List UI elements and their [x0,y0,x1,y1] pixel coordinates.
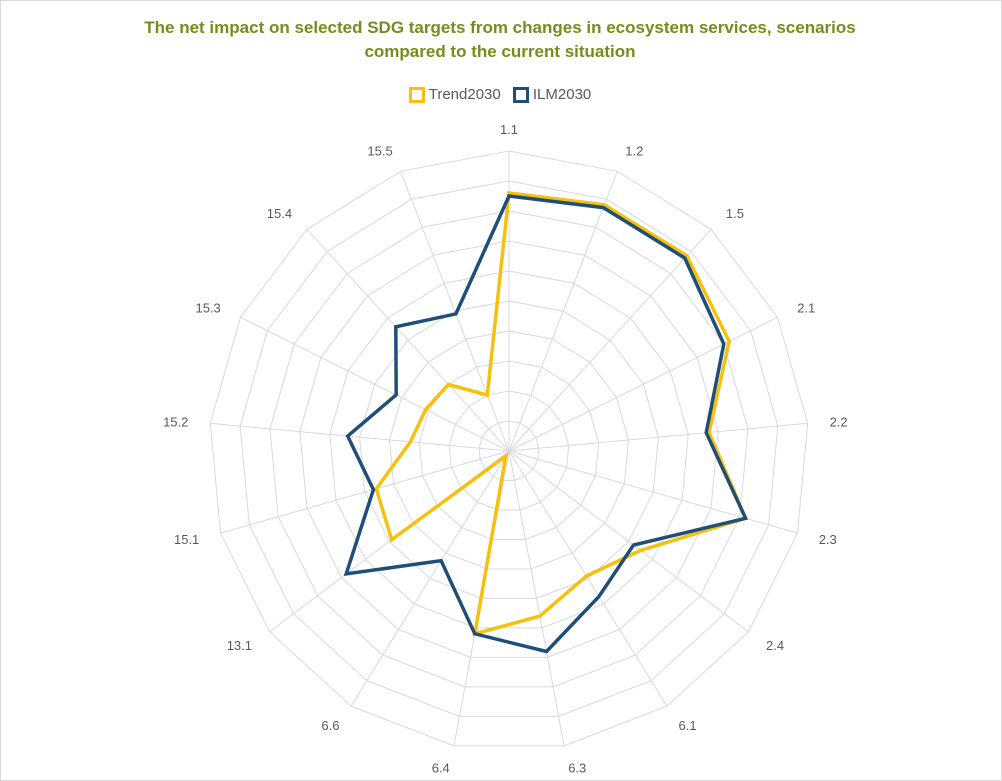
category-label-15.1: 15.1 [174,532,199,547]
category-label-6.6: 6.6 [321,718,339,733]
spoke-1.2 [509,171,617,451]
category-label-1.5: 1.5 [726,206,744,221]
category-label-2.4: 2.4 [766,638,784,653]
series-line-ilm2030 [346,196,745,652]
category-label-15.3: 15.3 [195,301,220,316]
spoke-2.1 [509,317,778,451]
category-label-2.2: 2.2 [830,414,848,429]
category-label-15.2: 15.2 [163,414,188,429]
spoke-15.5 [401,171,509,451]
category-label-15.4: 15.4 [267,206,292,221]
category-label-15.5: 15.5 [367,144,392,159]
series-line-trend2030 [376,193,745,634]
category-label-2.3: 2.3 [819,532,837,547]
category-label-2.1: 2.1 [797,301,815,316]
category-label-6.3: 6.3 [568,761,586,776]
category-label-13.1: 13.1 [227,638,252,653]
spoke-2.2 [509,423,808,451]
category-label-6.4: 6.4 [432,761,450,776]
spoke-15.3 [241,317,510,451]
category-label-6.1: 6.1 [679,718,697,733]
spoke-1.5 [509,229,711,451]
spoke-2.4 [509,451,748,632]
category-label-1.1: 1.1 [500,122,518,137]
category-label-1.2: 1.2 [625,144,643,159]
